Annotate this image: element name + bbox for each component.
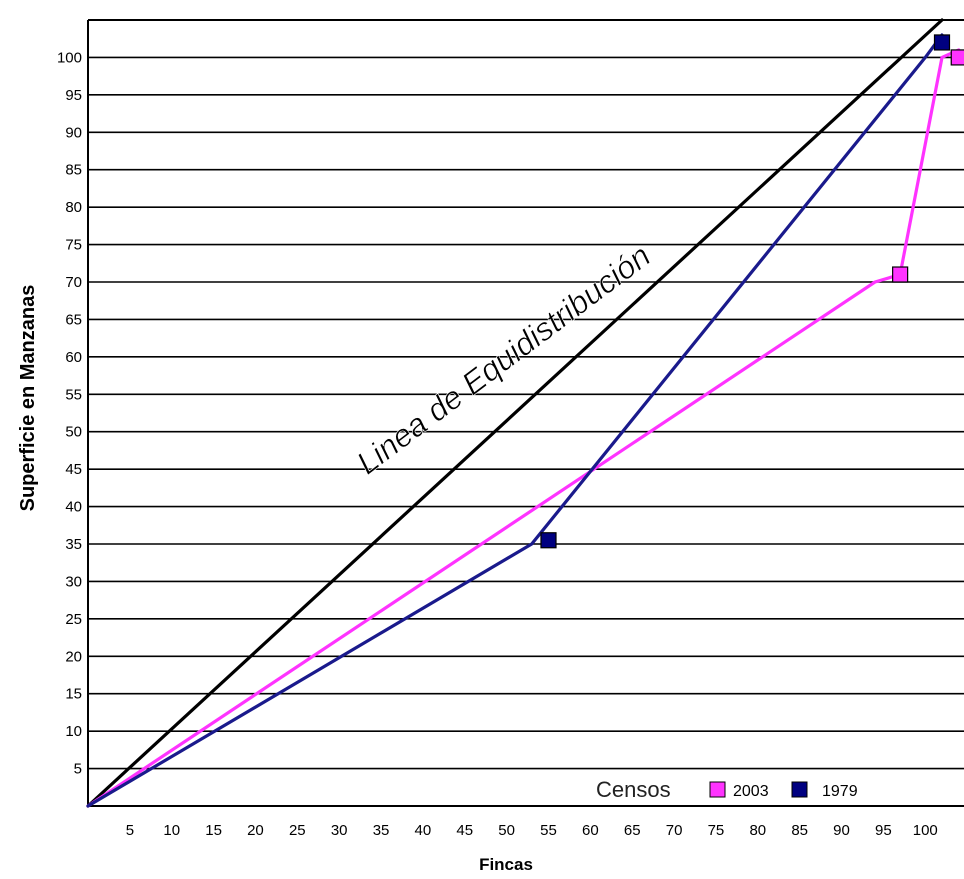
- x-tick-15: 15: [205, 822, 222, 839]
- y-tick-20: 20: [65, 648, 82, 665]
- x-tick-35: 35: [373, 822, 390, 839]
- y-tick-65: 65: [65, 311, 82, 328]
- series-lines: [86, 18, 961, 808]
- x-tick-95: 95: [875, 822, 892, 839]
- legend-title: Censos: [596, 777, 671, 802]
- y-tick-15: 15: [65, 686, 82, 703]
- x-tick-90: 90: [833, 822, 850, 839]
- marker-1979-0: [540, 532, 557, 549]
- legend-label-2003: 2003: [733, 783, 769, 800]
- x-tick-5: 5: [126, 822, 134, 839]
- y-tick-95: 95: [65, 87, 82, 104]
- marker-1979-1: [933, 34, 951, 51]
- x-axis-title: Fincas: [479, 855, 533, 874]
- y-tick-25: 25: [65, 611, 82, 628]
- y-tick-90: 90: [65, 124, 82, 141]
- legend-swatch-2003: [709, 781, 726, 798]
- y-tick-35: 35: [65, 536, 82, 553]
- tick-labels: 5 10 15 20 25 30 35 40 45 50 55 60 65 70 75 80 85 90 95 100…: [57, 49, 938, 839]
- y-tick-40: 40: [65, 499, 82, 516]
- x-tick-80: 80: [749, 822, 766, 839]
- x-tick-30: 30: [331, 822, 348, 839]
- y-tick-70: 70: [65, 274, 82, 291]
- series-markers: [540, 34, 964, 549]
- x-tick-70: 70: [666, 822, 683, 839]
- series-line-2003: [86, 48, 961, 808]
- x-tick-45: 45: [456, 822, 473, 839]
- y-tick-80: 80: [65, 199, 82, 216]
- x-tick-55: 55: [540, 822, 557, 839]
- y-tick-85: 85: [65, 162, 82, 179]
- series-line-equidistribution: [86, 18, 944, 808]
- x-tick-10: 10: [163, 822, 180, 839]
- series-line-1979: [86, 33, 944, 808]
- y-tick-75: 75: [65, 237, 82, 254]
- x-tick-50: 50: [498, 822, 515, 839]
- legend-label-1979: 1979: [822, 783, 858, 800]
- gridlines: [87, 19, 964, 807]
- x-tick-20: 20: [247, 822, 264, 839]
- y-tick-60: 60: [65, 349, 82, 366]
- x-tick-25: 25: [289, 822, 306, 839]
- marker-2003-2: [892, 266, 909, 283]
- x-tick-75: 75: [708, 822, 725, 839]
- y-tick-55: 55: [65, 386, 82, 403]
- y-tick-50: 50: [65, 424, 82, 441]
- y-axis-title: Superficie en Manzanas: [17, 285, 39, 512]
- y-tick-10: 10: [65, 723, 82, 740]
- x-tick-85: 85: [791, 822, 808, 839]
- x-tick-100: 100: [913, 822, 938, 839]
- legend: Censos 2003 1979: [596, 777, 858, 802]
- legend-swatch-1979: [791, 781, 808, 798]
- marker-2003-3: [950, 49, 964, 66]
- y-tick-5: 5: [74, 761, 82, 778]
- x-tick-40: 40: [415, 822, 432, 839]
- y-tick-30: 30: [65, 573, 82, 590]
- y-tick-45: 45: [65, 461, 82, 478]
- x-tick-60: 60: [582, 822, 599, 839]
- y-tick-100: 100: [57, 49, 82, 66]
- x-tick-65: 65: [624, 822, 641, 839]
